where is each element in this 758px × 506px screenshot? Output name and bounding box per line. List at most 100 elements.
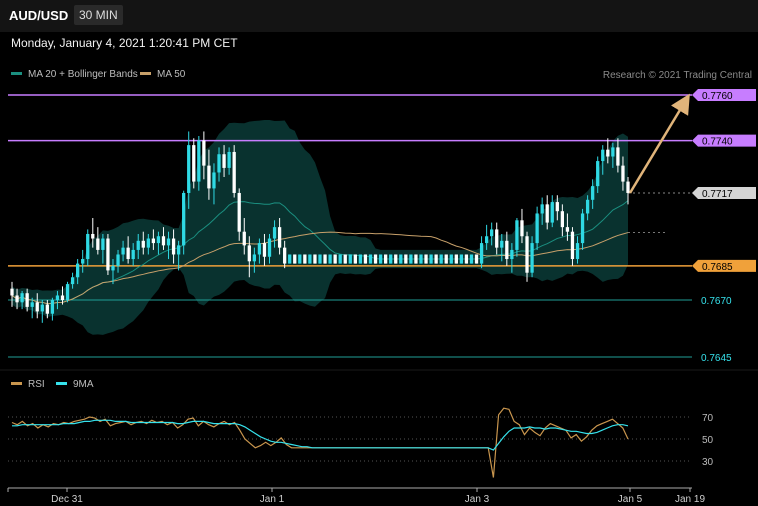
ma20-line [11, 200, 629, 305]
datetime-label: Monday, January 4, 2021 1:20:41 PM CET [11, 36, 238, 50]
candle-body [500, 240, 504, 248]
level-label-box [692, 89, 756, 101]
candle-body [55, 295, 60, 301]
candle-body [318, 254, 322, 264]
candle-body [585, 199, 590, 214]
candle-body [45, 304, 49, 314]
level-label: 0.7645 [701, 353, 732, 364]
candle-body [323, 254, 327, 264]
candle-body [343, 254, 347, 264]
legend-ma20: MA 20 + Bollinger Bands [11, 69, 138, 80]
candle-body [262, 243, 267, 257]
level-label-box [692, 259, 756, 272]
candle-body [505, 240, 509, 260]
candle-body [242, 231, 246, 246]
candle-body [495, 229, 499, 248]
projection-arrow [628, 93, 690, 194]
candle-body [182, 192, 186, 246]
candle-body [555, 202, 559, 212]
candle-body [353, 254, 357, 264]
candle-body [272, 227, 277, 239]
timeframe-button[interactable]: 30 MIN [74, 5, 123, 25]
candle-body [373, 254, 378, 264]
ma20-swatch [11, 71, 22, 75]
candle-body [75, 263, 80, 278]
candle-body [35, 302, 39, 312]
candle-body [424, 254, 428, 264]
candle-body [86, 233, 90, 260]
candle-body [348, 254, 352, 264]
ma50-swatch [140, 71, 151, 75]
symbol-label[interactable]: AUD/USD [9, 8, 69, 23]
candle-body [459, 254, 464, 264]
ma9-label: 9MA [73, 379, 94, 390]
candle-body [439, 254, 443, 264]
candle-body [484, 236, 489, 244]
rsi-swatch [11, 381, 22, 385]
candle-body [96, 238, 100, 250]
candle-body [202, 140, 206, 166]
candle-body [530, 243, 534, 273]
candle-body [338, 254, 342, 264]
candle-body [217, 154, 221, 173]
candle-body [535, 213, 539, 244]
candle-body [444, 254, 448, 264]
level-label-box [692, 186, 756, 199]
candle-body [30, 302, 34, 307]
candle-body [298, 254, 302, 264]
ma9-swatch [56, 381, 67, 385]
candle-body [171, 238, 176, 255]
candle-body [192, 145, 196, 182]
candle-body [308, 254, 312, 264]
candle-body [141, 240, 145, 248]
candle-body [151, 238, 156, 244]
candle-body [434, 254, 438, 264]
ma20-label: MA 20 + Bollinger Bands [28, 69, 138, 80]
level-label: 0.7760 [702, 91, 733, 102]
level-label: 0.7740 [702, 137, 733, 148]
candle-body [429, 254, 433, 264]
candle-body [570, 231, 575, 260]
candle-body [399, 254, 403, 264]
level-label: 0.7717 [702, 189, 733, 200]
rsi-line [11, 407, 629, 478]
candle-body [277, 227, 282, 248]
candle-body [222, 154, 226, 168]
candle-body [101, 238, 105, 250]
candle-body [626, 181, 630, 193]
candle-body [50, 300, 55, 314]
candle-body [303, 254, 307, 264]
candle-body [368, 254, 373, 264]
candle-body [490, 229, 494, 237]
rsi-9ma-line [12, 419, 629, 451]
candle-body [161, 236, 166, 246]
candle-body [540, 204, 544, 214]
candle-body [121, 247, 125, 255]
candle-body [520, 220, 524, 237]
candle-body [111, 265, 115, 271]
candle-body [131, 249, 135, 260]
candle-body [474, 254, 479, 264]
candle-body [616, 147, 620, 166]
level-label: 0.7685 [702, 262, 733, 273]
candle-body [383, 254, 388, 264]
candle-body [70, 277, 75, 285]
candle-body [550, 202, 554, 223]
rsi-label: RSI [28, 379, 45, 390]
candle-body [126, 247, 130, 260]
candle-body [449, 254, 453, 264]
candle-body [525, 236, 529, 273]
rsi-tick-label: 30 [702, 457, 714, 468]
candle-body [464, 254, 469, 264]
candle-body [106, 238, 110, 271]
candle-body [156, 236, 161, 244]
candle-body [252, 254, 257, 262]
candle-body [267, 238, 272, 257]
candle-body [237, 192, 241, 232]
legend-rsi: RSI [11, 379, 45, 390]
candle-body [247, 245, 251, 262]
credit-label: Research © 2021 Trading Central [602, 70, 752, 81]
level-label: 0.7670 [701, 296, 732, 307]
candle-body [232, 151, 236, 193]
